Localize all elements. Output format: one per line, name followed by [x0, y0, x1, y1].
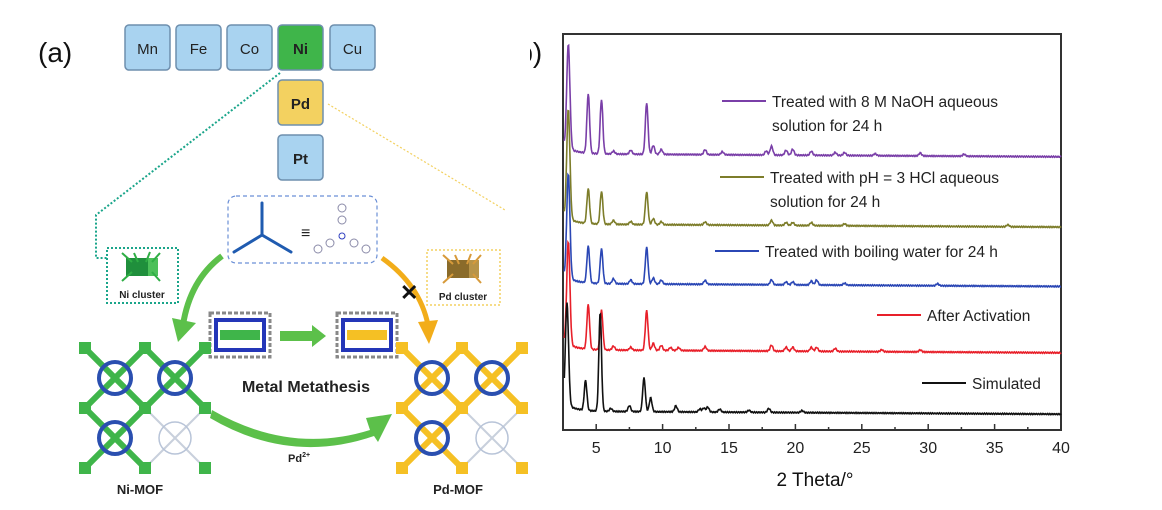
panel-b-label: (b) [530, 37, 542, 68]
green-curved-arrow [180, 253, 224, 326]
green-arrowhead [172, 318, 196, 342]
series-line-1 [563, 109, 1062, 229]
ni-mof-label: Ni-MOF [117, 482, 163, 497]
tritopic-linker-icon [232, 201, 293, 254]
x-axis-label: 2 Theta/° [777, 470, 854, 491]
element-symbol: Cu [343, 41, 362, 58]
pd-cluster-box [426, 249, 501, 306]
blocked-mark: ✕ [400, 280, 418, 305]
element-tile-cu: Cu [329, 24, 376, 71]
series-line-4 [563, 302, 1062, 416]
legend-label-4-0: Simulated [972, 376, 1041, 393]
x-tick-label: 40 [1052, 440, 1070, 457]
equivalence-symbol: ≡ [301, 225, 310, 242]
x-tick-label: 20 [787, 440, 805, 457]
series-line-0 [563, 43, 1062, 159]
element-tile-mn: Mn [124, 24, 171, 71]
legend-label-0-1: solution for 24 h [772, 118, 882, 135]
ni-mof-structure [79, 342, 211, 474]
legend-label-3-0: After Activation [927, 308, 1030, 325]
reagent-label: Pd2+ [288, 452, 310, 465]
element-tile-pt: Pt [277, 134, 324, 181]
big-green-arrow [210, 410, 392, 448]
pd-connector-line [327, 103, 506, 211]
element-tile-fe: Fe [175, 24, 222, 71]
linker-box [227, 195, 378, 264]
ni-cluster-box [106, 247, 179, 304]
element-tile-pd: Pd [277, 79, 324, 126]
ni-paddlewheel-molecule [208, 311, 272, 359]
element-tile-co: Co [226, 24, 273, 71]
element-symbol: Co [240, 41, 259, 58]
element-tile-ni: Ni [277, 24, 324, 71]
element-symbol: Pd [291, 96, 310, 113]
x-tick-label: 35 [986, 440, 1004, 457]
element-symbol: Ni [293, 41, 308, 58]
ni-cluster-icon [121, 251, 161, 282]
series-line-2 [563, 172, 1062, 289]
element-symbol: Fe [190, 41, 208, 58]
pd-cluster-label: Pd cluster [439, 292, 487, 303]
orange-arrowhead [418, 320, 438, 344]
legend-label-1-1: solution for 24 h [770, 194, 880, 211]
x-tick-label: 30 [919, 440, 937, 457]
metal-metathesis-label: Metal Metathesis [242, 379, 370, 396]
x-tick-label: 15 [720, 440, 738, 457]
legend-label-2-0: Treated with boiling water for 24 h [765, 244, 998, 261]
element-symbol: Pt [293, 151, 308, 168]
legend-label-0-0: Treated with 8 M NaOH aqueous [772, 94, 998, 111]
pd-cluster-icon [442, 253, 482, 284]
orange-curved-arrow [380, 255, 431, 326]
plot-frame [562, 33, 1062, 431]
panel-b-xrd-chart: (b) Treated with 8 M NaOH aqueous solutio… [530, 33, 1070, 491]
series-line-3 [563, 239, 1062, 355]
pd-mof-label: Pd-MOF [433, 482, 483, 497]
pd-mof-structure [396, 342, 528, 474]
linker-molecule-icon [313, 203, 371, 254]
legend-label-1-0: Treated with pH = 3 HCl aqueous [770, 170, 999, 187]
metathesis-arrow [280, 325, 326, 347]
panel-a-label: (a) [38, 37, 72, 68]
ni-connector-line [95, 72, 281, 259]
pd-paddlewheel-molecule [335, 311, 399, 359]
ni-cluster-label: Ni cluster [119, 290, 165, 301]
element-symbol: Mn [137, 41, 158, 58]
panel-a-schematic: (a) Mn Fe Co Ni Cu Pd Pt Ni cluster Pd cluster… [38, 24, 528, 497]
x-tick-label: 10 [654, 440, 672, 457]
x-tick-label: 25 [853, 440, 871, 457]
x-tick-label: 5 [592, 440, 601, 457]
